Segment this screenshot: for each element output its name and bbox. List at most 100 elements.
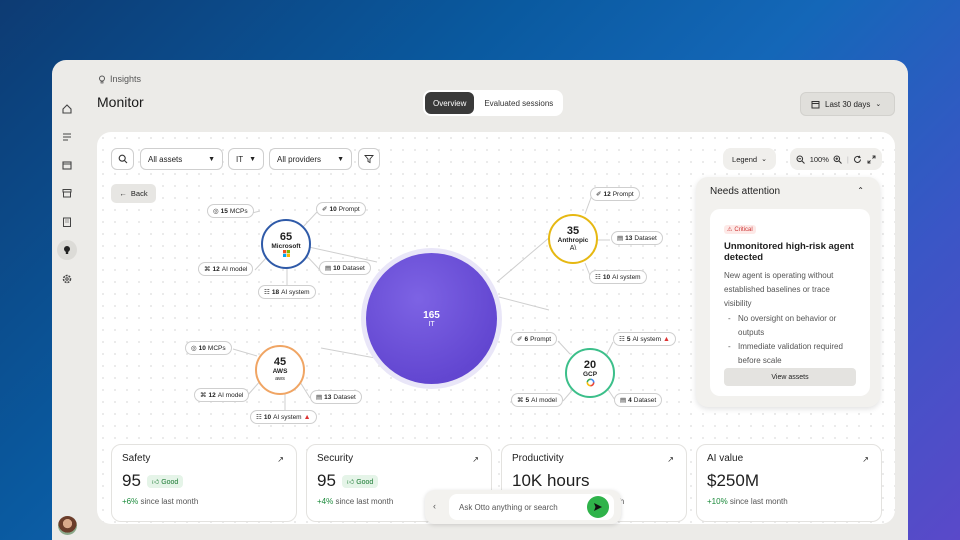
chip-gcp-aisystem[interactable]: ☷ 5 AI system ▲ bbox=[613, 332, 676, 346]
node-aws[interactable]: 45 AWS aws bbox=[255, 345, 305, 395]
chip-ms-aimodel[interactable]: ⌘ 12 AI model bbox=[198, 262, 254, 276]
chip-count: 12 bbox=[212, 265, 220, 273]
chip-label: Prompt bbox=[530, 335, 552, 343]
arrow-up-right-icon[interactable]: ↗ bbox=[667, 455, 674, 464]
gcp-logo-icon bbox=[585, 378, 595, 387]
tab-overview[interactable]: Overview bbox=[425, 92, 475, 114]
metric-card-ai-value[interactable]: AI value ↗ $250M +10% since last month bbox=[696, 444, 882, 522]
breadcrumb-label[interactable]: Insights bbox=[110, 74, 142, 84]
dataset-icon: ▤ bbox=[620, 397, 627, 404]
chip-aws-aisystem[interactable]: ☷ 10 AI system ▲ bbox=[250, 410, 317, 424]
providers-filter[interactable]: All providers ▼ bbox=[269, 148, 352, 170]
providers-filter-label: All providers bbox=[277, 154, 322, 164]
chip-label: Dataset bbox=[342, 264, 365, 272]
alert-bullet: No oversight on behavior or outputs bbox=[724, 312, 856, 340]
chip-label: MCPs bbox=[207, 344, 226, 352]
metric-title: Productivity bbox=[512, 453, 564, 464]
chip-ms-aisystem[interactable]: ☷ 18 AI system bbox=[258, 285, 316, 299]
zoom-out-icon[interactable] bbox=[796, 155, 806, 164]
prompt-icon: ✐ bbox=[322, 206, 328, 213]
metric-title: Safety bbox=[122, 453, 151, 464]
chip-an-prompt[interactable]: ✐ 12 Prompt bbox=[590, 187, 640, 201]
chip-aws-mcps[interactable]: ◎ 10 MCPs bbox=[185, 341, 232, 355]
metric-value: 10K hours bbox=[512, 471, 590, 490]
list-icon[interactable] bbox=[60, 130, 74, 144]
chip-an-aisystem[interactable]: ☷ 10 AI system bbox=[589, 270, 647, 284]
legend-button[interactable]: Legend ⌄ bbox=[723, 148, 776, 170]
alert-bullet: Immediate validation required before sca… bbox=[724, 340, 856, 368]
send-icon bbox=[594, 503, 602, 511]
node-gcp[interactable]: 20 GCP bbox=[565, 348, 615, 398]
chip-ms-prompt[interactable]: ✐ 10 Prompt bbox=[316, 202, 366, 216]
chip-ms-mcps[interactable]: ◎ 15 MCPs bbox=[207, 204, 254, 218]
search-button[interactable] bbox=[111, 148, 134, 170]
chip-gcp-prompt[interactable]: ✐ 6 Prompt bbox=[511, 332, 558, 346]
chip-aws-aimodel[interactable]: ⌘ 12 AI model bbox=[194, 388, 250, 402]
calendar-icon bbox=[811, 100, 820, 108]
chip-count: 10 bbox=[198, 344, 206, 352]
funnel-icon bbox=[364, 155, 374, 164]
node-count: 35 bbox=[566, 225, 580, 237]
mcp-icon: ◎ bbox=[213, 208, 219, 215]
page-title: Monitor bbox=[97, 94, 144, 110]
assets-filter[interactable]: All assets ▼ bbox=[140, 148, 223, 170]
node-microsoft[interactable]: 65 Microsoft bbox=[261, 219, 311, 269]
send-button[interactable] bbox=[587, 496, 609, 518]
calendar-icon[interactable] bbox=[60, 158, 74, 172]
home-icon[interactable] bbox=[60, 102, 74, 116]
chip-count: 13 bbox=[625, 234, 633, 242]
reset-icon[interactable] bbox=[853, 155, 862, 164]
chip-label: AI system bbox=[281, 288, 310, 296]
legend-label: Legend bbox=[732, 154, 758, 164]
metric-desc: since last month bbox=[335, 497, 394, 506]
assets-filter-label: All assets bbox=[148, 154, 183, 164]
chip-ms-dataset[interactable]: ▤ 10 Dataset bbox=[319, 261, 371, 275]
metric-value: 95 bbox=[317, 471, 336, 490]
chip-count: 6 bbox=[524, 335, 529, 343]
filter-button[interactable] bbox=[358, 148, 380, 170]
expand-icon[interactable] bbox=[867, 155, 876, 164]
ask-otto-bar: ‹ Ask Otto anything or search bbox=[425, 490, 621, 524]
metric-card-safety[interactable]: Safety ↗ 95 👍︎ Good +6% since last month bbox=[111, 444, 297, 522]
node-label: Anthropic bbox=[557, 237, 589, 244]
chip-an-dataset[interactable]: ▤ 13 Dataset bbox=[611, 231, 663, 245]
user-avatar[interactable] bbox=[58, 516, 77, 535]
arrow-up-right-icon[interactable]: ↗ bbox=[277, 455, 284, 464]
node-anthropic[interactable]: 35 Anthropic A\ bbox=[548, 214, 598, 264]
department-filter[interactable]: IT ▼ bbox=[228, 148, 264, 170]
building-icon[interactable] bbox=[60, 215, 74, 229]
back-button[interactable]: ← Back bbox=[111, 184, 156, 203]
good-label: Good bbox=[356, 478, 374, 486]
view-tabs: Overview Evaluated sessions bbox=[423, 90, 564, 116]
chevron-left-icon[interactable]: ‹ bbox=[433, 501, 436, 511]
good-badge: 👍︎ Good bbox=[146, 474, 184, 488]
node-count: 20 bbox=[583, 359, 597, 371]
chevron-up-icon[interactable]: ⌃ bbox=[857, 186, 864, 195]
lightbulb-icon[interactable] bbox=[57, 240, 77, 260]
chip-gcp-dataset[interactable]: ▤ 4 Dataset bbox=[614, 393, 663, 407]
tab-evaluated-sessions[interactable]: Evaluated sessions bbox=[484, 98, 554, 108]
asset-map-canvas[interactable]: All assets ▼ IT ▼ All providers ▼ Legend ⌄ 1… bbox=[97, 132, 895, 524]
chip-aws-dataset[interactable]: ▤ 13 Dataset bbox=[310, 390, 362, 404]
ask-otto-input[interactable]: Ask Otto anything or search bbox=[449, 494, 614, 520]
chip-count: 10 bbox=[329, 205, 337, 213]
chip-count: 15 bbox=[220, 207, 228, 215]
archive-icon[interactable] bbox=[60, 186, 74, 200]
chip-count: 10 bbox=[263, 413, 272, 421]
chip-count: 18 bbox=[271, 288, 280, 296]
system-icon: ☷ bbox=[619, 336, 625, 343]
date-range-select[interactable]: Last 30 days ⌄ bbox=[800, 92, 895, 116]
needs-attention-panel: Needs attention ⌃ ⚠ Critical Unmonitored … bbox=[696, 177, 880, 407]
breadcrumb: Insights bbox=[98, 74, 141, 84]
chip-label: Prompt bbox=[612, 190, 634, 198]
zoom-in-icon[interactable] bbox=[833, 155, 843, 164]
dataset-icon: ▤ bbox=[316, 394, 323, 401]
arrow-up-right-icon[interactable]: ↗ bbox=[472, 455, 479, 464]
arrow-up-right-icon[interactable]: ↗ bbox=[862, 455, 869, 464]
view-assets-button[interactable]: View assets bbox=[724, 368, 856, 386]
node-it-center[interactable]: 165 IT bbox=[361, 248, 502, 389]
settings-gear-icon[interactable] bbox=[60, 272, 74, 286]
sidebar-rail bbox=[52, 60, 82, 540]
chip-label: AI system bbox=[632, 335, 661, 343]
chip-gcp-aimodel[interactable]: ⌘ 5 AI model bbox=[511, 393, 563, 407]
